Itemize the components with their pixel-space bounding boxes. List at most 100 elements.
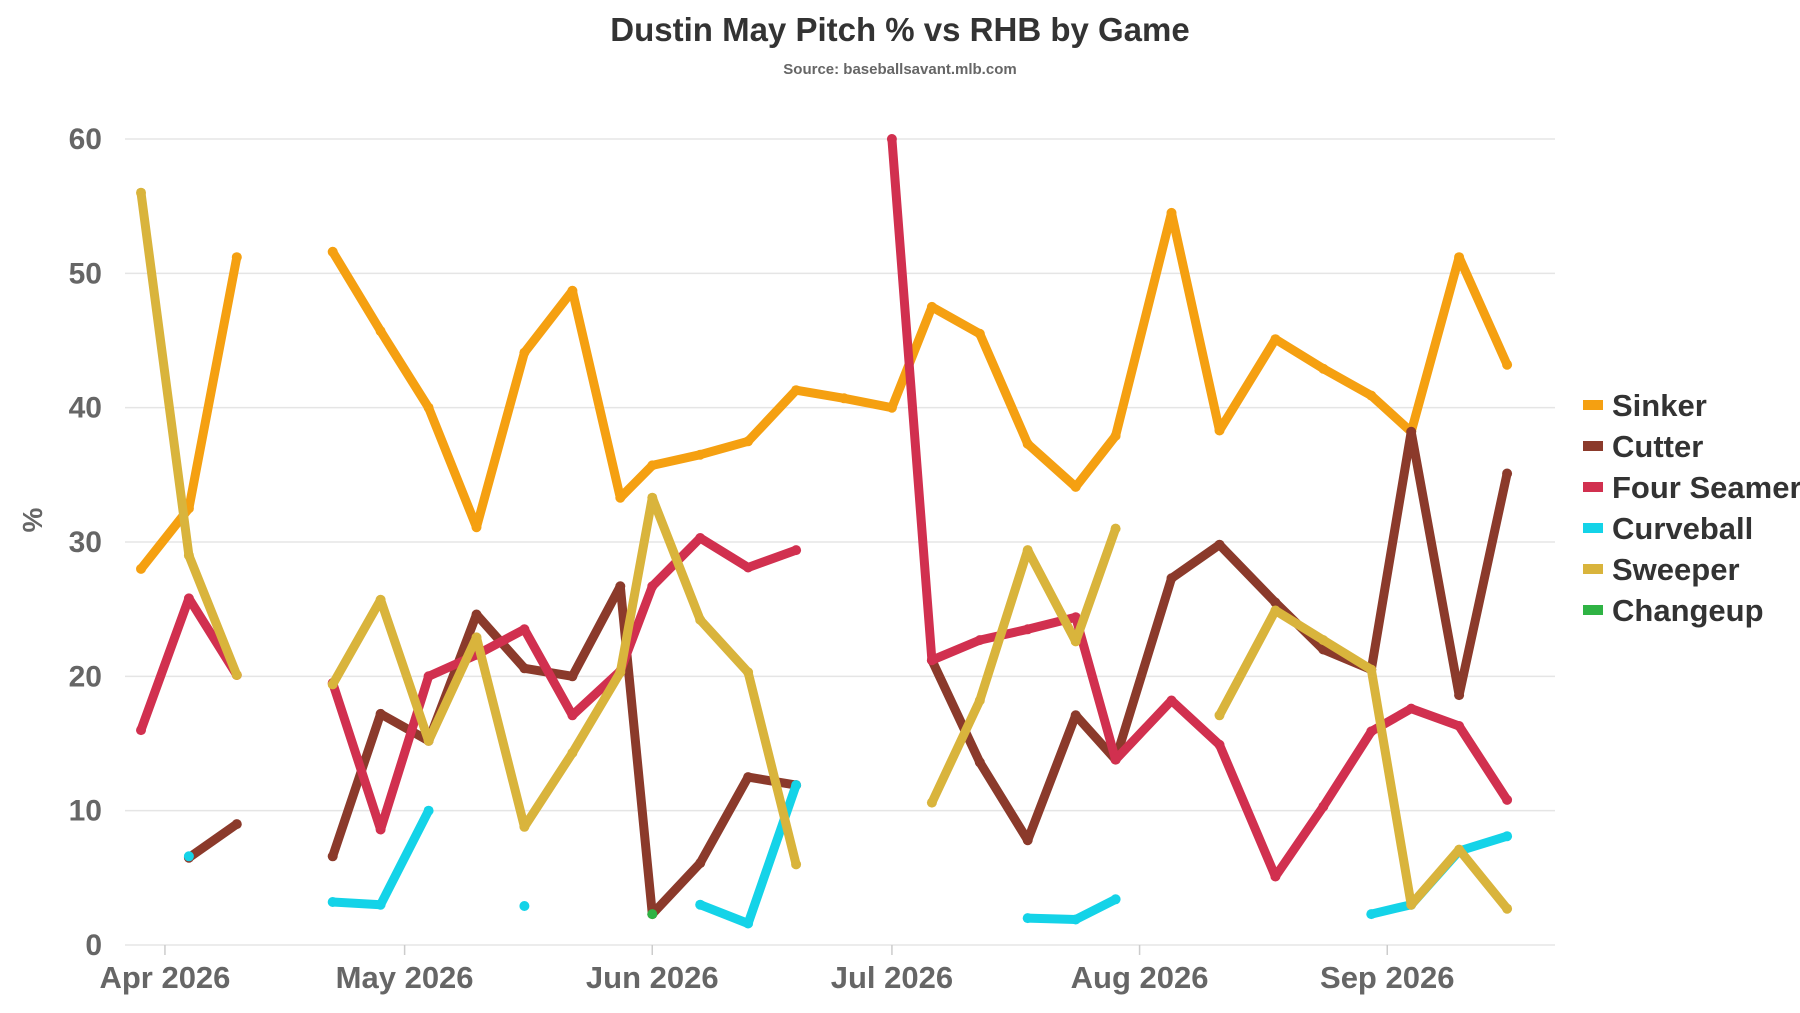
data-point [1070,481,1081,492]
data-point [423,671,434,682]
x-axis-ticks: Apr 2026 May 2026 Jun 2026 Jul 2026 Aug 2026… [99,945,1454,995]
data-point [423,735,434,746]
data-point [183,851,194,862]
data-point [1214,710,1225,721]
data-point [183,593,194,604]
data-point [1502,794,1513,805]
data-point [615,667,626,678]
data-point [1070,612,1081,623]
data-point [615,581,626,592]
data-point [375,326,386,337]
y-tick-label: 30 [69,526,102,559]
data-point [791,385,802,396]
data-point [1502,359,1513,370]
data-point [1110,430,1121,441]
data-point [1502,831,1513,842]
data-point [1270,871,1281,882]
data-point [567,710,578,721]
data-point [1270,605,1281,616]
data-point [1366,909,1377,920]
data-point [136,563,146,574]
data-point [1110,523,1121,534]
data-point [519,901,530,911]
data-point [647,909,658,920]
data-point [519,347,530,358]
data-point [974,635,985,646]
data-point [1318,801,1329,812]
data-point [1454,721,1465,731]
data-point [743,436,754,447]
data-point [1318,363,1329,374]
data-point [231,252,242,263]
data-point [1454,844,1465,855]
data-point [1502,468,1513,479]
series-line [1023,894,1121,924]
data-point [974,757,985,768]
y-axis-ticks: 0 10 20 30 40 50 60 [69,123,102,962]
data-point [1022,545,1033,556]
data-point [375,708,386,719]
series-line [136,593,242,735]
legend-label: Cutter [1612,429,1703,464]
data-point [136,187,146,198]
legend-label: Sinker [1612,388,1707,423]
data-point [886,134,897,144]
chart-title: Dustin May Pitch % vs RHB by Game [610,11,1189,48]
series-four-seamer [136,134,1513,882]
legend-label: Sweeper [1612,552,1740,587]
data-point [974,328,985,339]
legend: Sinker Cutter Four Seamer Curveball Sweeper C… [1583,388,1800,628]
data-point [1166,573,1177,584]
data-point [327,679,338,690]
data-point [1070,914,1081,925]
data-point [519,624,530,635]
series-sinker [136,207,1513,574]
data-point [423,402,434,413]
legend-swatch [1583,400,1603,410]
series-sweeper [136,187,1513,914]
data-point [471,632,482,643]
data-point [231,670,242,680]
data-point [1366,726,1377,737]
data-point [839,393,849,404]
series-line [184,819,242,863]
data-point [926,797,937,808]
y-tick-label: 20 [69,660,102,693]
data-point [567,285,578,296]
series-layer [136,134,1513,929]
data-point [695,614,706,625]
data-point [647,581,658,592]
data-point [471,609,482,620]
data-point [375,899,386,910]
data-point [567,747,578,758]
data-point [695,858,706,869]
data-point [695,899,706,910]
data-point [519,663,530,674]
data-point [926,655,937,666]
legend-swatch [1583,482,1603,492]
data-point [1022,835,1033,846]
data-point [1070,710,1081,721]
data-point [1270,597,1281,608]
data-point [1214,539,1225,550]
data-point [886,402,897,413]
data-point [743,667,754,678]
y-axis-label: % [17,507,48,532]
data-point [695,449,706,460]
data-point [1166,695,1177,706]
legend-label: Curveball [1612,511,1753,546]
data-point [567,671,578,682]
series-line [328,533,801,834]
data-point [1366,664,1377,675]
data-point [647,460,658,471]
data-point [327,897,338,907]
data-point [1454,252,1465,263]
series-curveball [183,780,1513,929]
y-tick-label: 0 [85,929,102,962]
chart-subtitle: Source: baseballsavant.mlb.com [783,61,1016,78]
legend-label: Four Seamer [1612,470,1800,505]
data-point [1022,913,1033,924]
data-point [791,545,802,556]
